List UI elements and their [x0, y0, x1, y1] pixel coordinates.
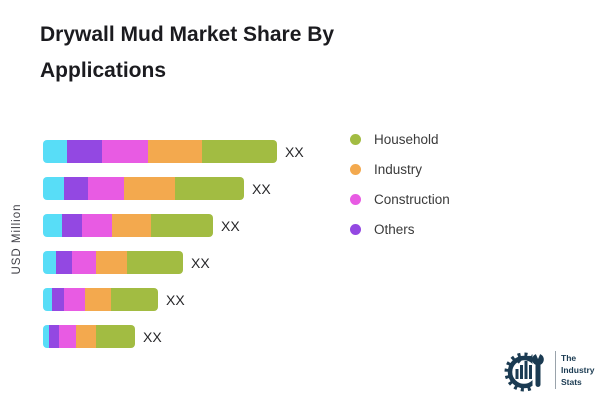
legend-label: Others [374, 222, 415, 237]
legend-label: Construction [374, 192, 450, 207]
stacked-bar[interactable] [43, 140, 277, 163]
chart-title-line2: Applications [40, 59, 167, 82]
bar-segment-unlabeled-cyan[interactable] [43, 288, 52, 311]
bar-segment-unlabeled-cyan[interactable] [43, 140, 67, 163]
bar-rows: XX XX XX XX XX XX [43, 140, 304, 348]
bar-segment-construction[interactable] [88, 177, 124, 200]
bar-row: XX [43, 288, 304, 311]
bar-segment-others[interactable] [56, 251, 72, 274]
bar-segment-unlabeled-cyan[interactable] [43, 177, 64, 200]
legend-dot-icon [350, 224, 361, 235]
brand-text-line1: The [561, 353, 577, 363]
stacked-bar[interactable] [43, 214, 213, 237]
brand-divider [555, 351, 556, 389]
bar-segment-industry[interactable] [76, 325, 96, 348]
bar-value-label: XX [191, 254, 210, 271]
bar-segment-household[interactable] [96, 325, 135, 348]
bar-segment-household[interactable] [175, 177, 244, 200]
bar-segment-others[interactable] [64, 177, 88, 200]
brand-text: The Industry Stats [561, 352, 595, 388]
stacked-bar[interactable] [43, 177, 244, 200]
legend: Household Industry Construction Others [350, 132, 450, 237]
bar-segment-construction[interactable] [64, 288, 85, 311]
bar-value-label: XX [252, 180, 271, 197]
legend-dot-icon [350, 164, 361, 175]
bar-segment-unlabeled-cyan[interactable] [43, 251, 56, 274]
legend-dot-icon [350, 194, 361, 205]
legend-label: Household [374, 132, 439, 147]
bar-row: XX [43, 214, 304, 237]
bar-segment-unlabeled-cyan[interactable] [43, 214, 62, 237]
bar-segment-household[interactable] [202, 140, 277, 163]
bar-segment-household[interactable] [151, 214, 213, 237]
brand-logo: The Industry Stats [504, 346, 595, 394]
chart-title-line1: Drywall Mud Market Share By [40, 23, 335, 46]
bar-value-label: XX [143, 328, 162, 345]
bar-segment-construction[interactable] [72, 251, 96, 274]
bar-row: XX [43, 140, 304, 163]
bar-segment-construction[interactable] [102, 140, 148, 163]
bar-row: XX [43, 325, 304, 348]
legend-item-industry[interactable]: Industry [350, 162, 450, 177]
legend-item-construction[interactable]: Construction [350, 192, 450, 207]
bar-value-label: XX [221, 217, 240, 234]
bar-segment-industry[interactable] [85, 288, 111, 311]
stacked-bar[interactable] [43, 288, 158, 311]
bar-value-label: XX [166, 291, 185, 308]
bar-segment-construction[interactable] [59, 325, 76, 348]
bar-segment-others[interactable] [67, 140, 102, 163]
bar-value-label: XX [285, 143, 304, 160]
legend-item-household[interactable]: Household [350, 132, 450, 147]
bar-segment-industry[interactable] [96, 251, 127, 274]
bar-segment-construction[interactable] [82, 214, 112, 237]
bar-segment-unlabeled-cyan[interactable] [43, 325, 49, 348]
bar-segment-household[interactable] [111, 288, 158, 311]
brand-text-line3: Stats [561, 377, 582, 387]
bar-segment-others[interactable] [52, 288, 64, 311]
legend-dot-icon [350, 134, 361, 145]
bar-segment-household[interactable] [127, 251, 183, 274]
stacked-bar[interactable] [43, 251, 183, 274]
legend-item-others[interactable]: Others [350, 222, 450, 237]
bar-segment-industry[interactable] [148, 140, 202, 163]
brand-text-line2: Industry [561, 365, 595, 375]
bar-row: XX [43, 177, 304, 200]
bar-row: XX [43, 251, 304, 274]
bar-segment-industry[interactable] [124, 177, 175, 200]
bar-segment-industry[interactable] [112, 214, 151, 237]
y-axis-label: USD Million [11, 203, 23, 275]
bar-segment-others[interactable] [62, 214, 82, 237]
bar-segment-others[interactable] [49, 325, 59, 348]
chart-title: Drywall Mud Market Share By Applications [40, 17, 480, 89]
gear-wrench-icon [504, 351, 544, 392]
stacked-bar[interactable] [43, 325, 135, 348]
legend-label: Industry [374, 162, 423, 177]
